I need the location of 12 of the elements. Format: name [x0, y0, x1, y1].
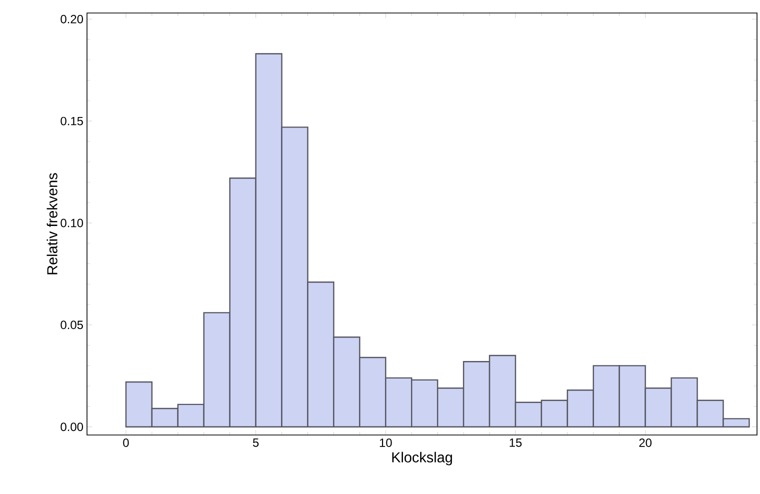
y-tick-label: 0.20	[60, 14, 84, 24]
x-axis-title: Klockslag	[392, 452, 452, 466]
y-tick-label: 0.05	[60, 320, 83, 330]
y-tick-label: 0.10	[60, 218, 84, 228]
y-axis-title: Relativ frekvens	[46, 173, 58, 274]
y-tick-label: 0.15	[60, 116, 83, 126]
x-tick-label: 0	[123, 438, 129, 447]
y-tick-label: 0.00	[60, 422, 84, 432]
x-tick-label: 20	[639, 438, 652, 447]
x-tick-label: 5	[252, 438, 259, 447]
x-tick-label: 15	[510, 438, 522, 447]
x-tick-label: 10	[380, 438, 392, 447]
